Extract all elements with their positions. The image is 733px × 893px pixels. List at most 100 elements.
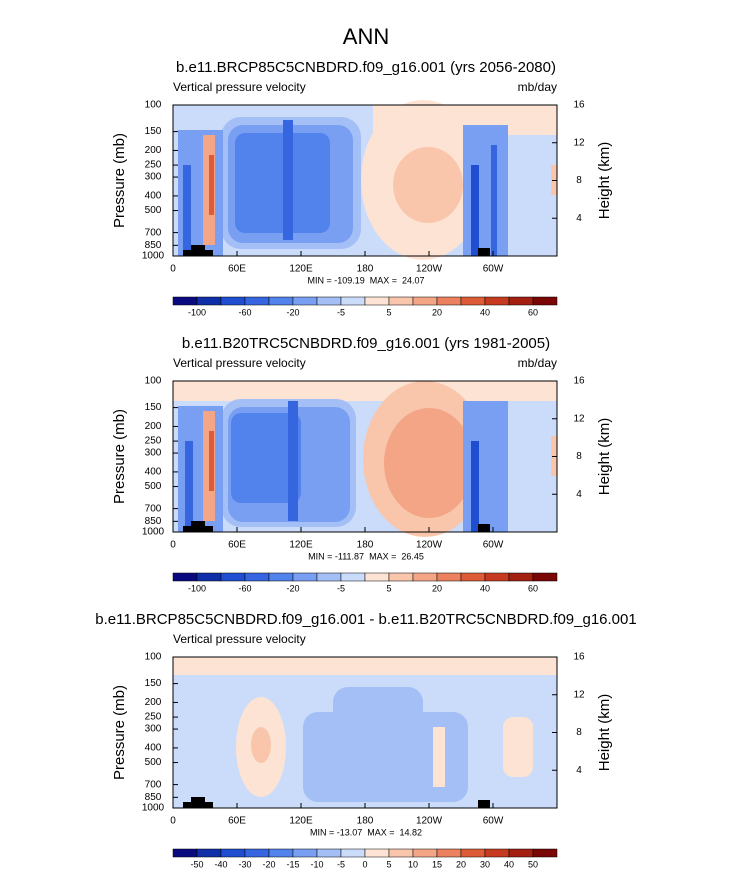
colorbar-box (172, 296, 198, 306)
colorbar-label: 15 (432, 859, 442, 869)
y-tick-label: 850 (145, 792, 162, 803)
y-axis-label: Pressure (mb) (111, 409, 128, 504)
colorbar-box (460, 572, 486, 582)
field-label: Vertical pressure velocity (173, 80, 306, 94)
x-tick-label: 0 (170, 816, 176, 827)
colorbar-label: -5 (337, 583, 345, 593)
y-tick-label: 700 (145, 779, 162, 790)
figure-title: ANN (343, 24, 389, 49)
colorbar-box (508, 572, 534, 582)
colorbar-label: -15 (286, 859, 299, 869)
colorbar-box (532, 572, 558, 582)
colorbar-label: 5 (386, 583, 391, 593)
colorbar-box (484, 572, 510, 582)
contour-fill (178, 406, 223, 532)
y-tick-label: 150 (145, 126, 162, 137)
colorbar-label: 0 (362, 859, 367, 869)
contour-fill (471, 165, 479, 256)
y-tick-label: 300 (145, 172, 162, 183)
colorbar-box (292, 848, 318, 858)
y2-tick-label: 16 (573, 100, 585, 111)
y-tick-label: 250 (145, 160, 162, 171)
y-tick-label: 150 (145, 402, 162, 413)
y-tick-label: 250 (145, 436, 162, 447)
colorbar-label: -50 (190, 859, 203, 869)
panel-title: b.e11.B20TRC5CNBDRD.f09_g16.001 (yrs 198… (182, 335, 550, 352)
colorbar-box (196, 848, 222, 858)
colorbar-box (364, 296, 390, 306)
colorbar-box (316, 572, 342, 582)
y-tick-label: 500 (145, 481, 162, 492)
contour-fill (283, 120, 293, 240)
colorbar-box (388, 848, 414, 858)
colorbar-label: -60 (238, 583, 251, 593)
y2-tick-label: 12 (573, 413, 585, 424)
y-tick-label: 1000 (142, 251, 165, 262)
contour-fill (491, 145, 497, 256)
y2-axis-label: Height (km) (596, 418, 613, 496)
colorbar-label: 40 (504, 859, 514, 869)
colorbar-label: 50 (528, 859, 538, 869)
colorbar-label: 30 (480, 859, 490, 869)
contour-fill (173, 381, 557, 401)
contour-fill (251, 727, 271, 763)
contour-fill (288, 401, 298, 521)
x-tick-label: 0 (170, 540, 176, 551)
colorbar-box (364, 848, 390, 858)
colorbar-box (388, 296, 414, 306)
colorbar-box (460, 296, 486, 306)
colorbar-box (244, 572, 270, 582)
contour-fill (471, 441, 479, 532)
contour-field (173, 100, 557, 260)
y-tick-label: 150 (145, 678, 162, 689)
topography (191, 521, 205, 532)
colorbar-box (196, 572, 222, 582)
min-max: MIN = -13.07 MAX = 14.82 (310, 827, 422, 837)
field-label: Vertical pressure velocity (173, 356, 306, 370)
colorbar-box (220, 296, 246, 306)
colorbar-box (364, 572, 390, 582)
colorbar-label: 20 (456, 859, 466, 869)
colorbar-box (268, 572, 294, 582)
units-label: mb/day (518, 80, 557, 94)
colorbar-box (340, 572, 366, 582)
colorbar-label: -5 (337, 859, 345, 869)
y-tick-label: 1000 (142, 527, 165, 538)
contour-fill (183, 165, 191, 256)
x-tick-label: 180 (357, 816, 374, 827)
contour-fill (209, 431, 214, 491)
x-tick-label: 60W (483, 264, 504, 275)
colorbar-box (484, 848, 510, 858)
colorbar-label: -40 (214, 859, 227, 869)
colorbar-label: 20 (432, 307, 442, 317)
y-tick-label: 200 (145, 421, 162, 432)
y-tick-label: 850 (145, 240, 162, 251)
colorbar-box (196, 296, 222, 306)
colorbar-label: 40 (480, 307, 490, 317)
x-tick-label: 60W (483, 816, 504, 827)
panel-title: b.e11.BRCP85C5CNBDRD.f09_g16.001 - b.e11… (95, 611, 636, 628)
colorbar-box (244, 296, 270, 306)
min-max: MIN = -109.19 MAX = 24.07 (307, 275, 424, 285)
colorbar-box (436, 572, 462, 582)
y2-tick-label: 8 (576, 175, 582, 186)
colorbar-box (436, 848, 462, 858)
x-tick-label: 120E (289, 264, 313, 275)
x-tick-label: 0 (170, 264, 176, 275)
y-tick-label: 200 (145, 697, 162, 708)
y-tick-label: 200 (145, 145, 162, 156)
topography (191, 797, 205, 808)
topography (478, 248, 490, 256)
colorbar-label: -30 (238, 859, 251, 869)
min-max: MIN = -111.87 MAX = 26.45 (308, 551, 424, 561)
y2-tick-label: 4 (576, 765, 582, 776)
contour-fill (185, 441, 193, 532)
x-tick-label: 120E (289, 540, 313, 551)
y2-tick-label: 16 (573, 652, 585, 663)
colorbar-box (316, 848, 342, 858)
topography (478, 800, 490, 808)
colorbar-box (292, 572, 318, 582)
x-tick-label: 60W (483, 540, 504, 551)
x-tick-label: 120W (416, 816, 443, 827)
